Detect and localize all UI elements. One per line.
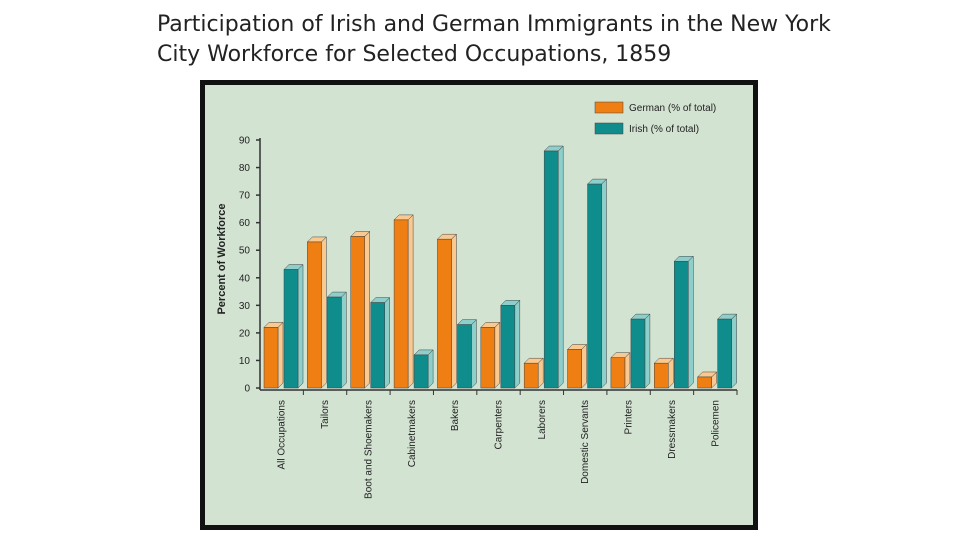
y-tick-label: 0 — [244, 384, 250, 395]
y-tick-label: 70 — [239, 191, 251, 202]
x-category-label: Cabinetmakers — [407, 400, 418, 467]
bar-front — [480, 327, 496, 389]
bar-side — [407, 214, 414, 389]
x-category-label: Tailors — [320, 400, 331, 429]
x-category-label: Carpenters — [494, 400, 505, 449]
bar-front — [307, 241, 322, 389]
bar-side — [471, 319, 477, 389]
y-tick-label: 80 — [239, 163, 251, 174]
x-category-label: Bakers — [450, 400, 461, 431]
axes: 0 10 20 30 40 50 60 70 80 90 Percent of Workforce — [216, 136, 738, 395]
bar-side — [277, 321, 284, 389]
bar-front — [674, 260, 689, 389]
bar-side — [427, 349, 434, 389]
bar-irish — [586, 178, 608, 389]
legend-label: German (% of total) — [629, 103, 716, 114]
bar-side — [581, 343, 587, 389]
x-category-label: All Occupations — [277, 400, 288, 469]
bar-german — [697, 371, 718, 389]
bar-irish — [543, 145, 564, 389]
y-tick-label: 40 — [239, 273, 251, 284]
bar-irish — [456, 319, 478, 389]
bar-side — [321, 236, 327, 389]
bar-side — [494, 321, 501, 389]
category-labels: All Occupations Tailors Boot and Shoemaker… — [277, 400, 722, 499]
bar-front — [630, 318, 646, 389]
bar-irish — [717, 313, 738, 389]
bar-front — [697, 376, 712, 389]
legend: German (% of total) Irish (% of total) — [594, 101, 716, 135]
legend-swatch — [594, 122, 624, 135]
x-category-label: Printers — [624, 400, 635, 434]
bar-front — [654, 362, 669, 389]
bar-irish — [370, 296, 391, 389]
bar-german — [393, 214, 414, 389]
bar-irish — [413, 349, 434, 389]
bar-side — [384, 296, 390, 389]
bar-front — [717, 318, 732, 389]
bar-german — [610, 352, 631, 389]
bar-irish — [500, 299, 521, 389]
bar-german — [436, 233, 458, 389]
bar-side — [557, 145, 564, 389]
y-tick-label: 90 — [239, 136, 251, 147]
bar-irish — [283, 263, 304, 389]
bar-front — [587, 183, 602, 389]
bar-side — [364, 230, 370, 389]
bar-front — [610, 357, 626, 389]
bar-front — [437, 238, 452, 389]
bars — [263, 145, 738, 389]
bar-irish — [326, 291, 347, 389]
x-category-label: Policemen — [710, 400, 721, 447]
bar-side — [514, 299, 521, 389]
y-tick-label: 30 — [239, 301, 251, 312]
bar-german — [350, 230, 371, 389]
bar-front — [523, 362, 539, 389]
bar-front — [457, 324, 472, 389]
bar-front — [543, 150, 559, 389]
bar-side — [297, 263, 304, 389]
x-category-label: Domestic Servants — [580, 400, 591, 484]
bar-front — [500, 305, 516, 389]
y-tick-label: 50 — [239, 246, 251, 257]
bar-irish — [630, 313, 651, 389]
bar-side — [451, 233, 457, 389]
x-category-label: Laborers — [537, 400, 548, 439]
bar-side — [624, 352, 631, 389]
x-category-label: Dressmakers — [667, 400, 678, 459]
bar-side — [731, 313, 737, 389]
y-tick-label: 60 — [239, 218, 251, 229]
bar-german — [263, 321, 284, 389]
x-category-label: Boot and Shoemakers — [363, 400, 374, 499]
bar-front — [327, 296, 342, 389]
slide-title: Participation of Irish and German Immigr… — [157, 12, 831, 67]
bar-side — [688, 255, 694, 389]
bar-front — [370, 302, 385, 389]
bar-front — [393, 219, 409, 389]
bar-german — [653, 357, 674, 389]
bar-german — [480, 321, 501, 389]
bar-german — [523, 357, 544, 389]
y-tick-label: 20 — [239, 328, 251, 339]
y-axis-title: Percent of Workforce — [216, 203, 228, 314]
bar-front — [413, 354, 429, 389]
legend-swatch — [594, 101, 624, 114]
bar-side — [644, 313, 651, 389]
bar-front — [567, 349, 582, 389]
bar-front — [263, 327, 279, 389]
chart-frame: 0 10 20 30 40 50 60 70 80 90 Percent of Workforce … — [200, 80, 758, 530]
bar-irish — [673, 255, 694, 389]
legend-item: Irish (% of total) — [594, 122, 699, 135]
bar-side — [601, 178, 607, 389]
y-tick-label: 10 — [239, 356, 251, 367]
bar-front — [283, 269, 299, 389]
bar-german — [306, 236, 327, 389]
legend-item: German (% of total) — [594, 101, 716, 114]
bar-side — [341, 291, 347, 389]
bar-german — [566, 343, 588, 389]
bar-front — [350, 236, 365, 389]
legend-label: Irish (% of total) — [629, 124, 699, 135]
